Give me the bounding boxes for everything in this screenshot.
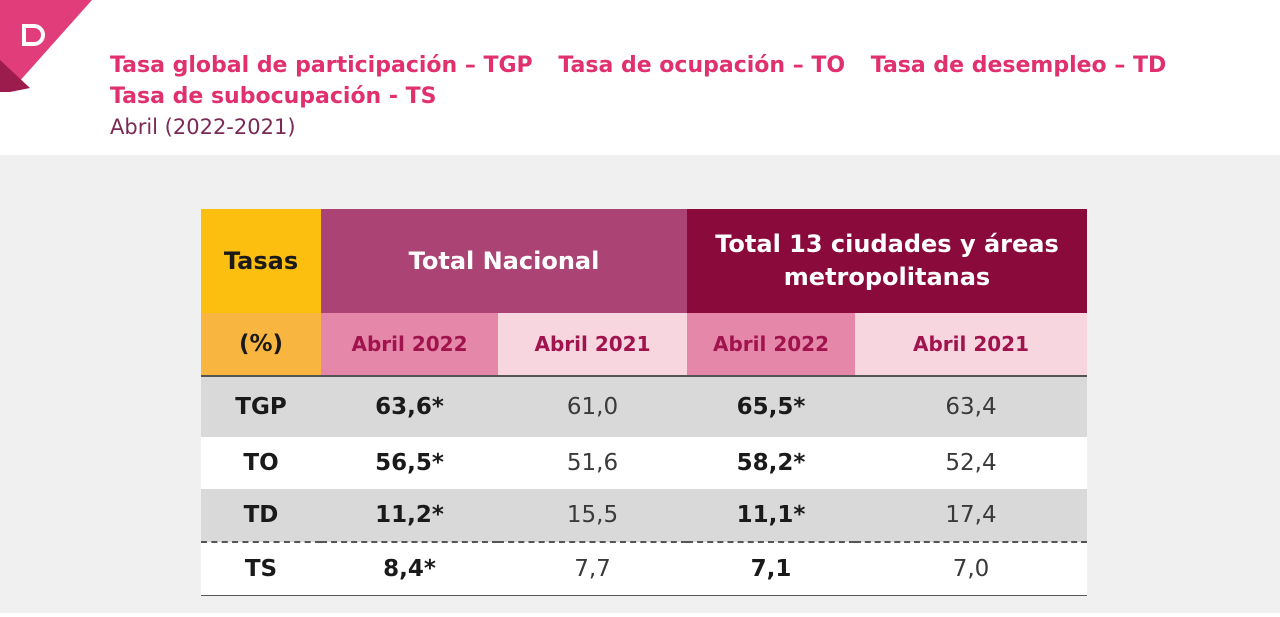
row-label: TGP (201, 375, 321, 437)
header-total-ciudades: Total 13 ciudades y áreas metropolitanas (687, 209, 1087, 313)
cell-nac-2022: 56,5* (321, 437, 498, 489)
header: Tasa global de participación – TGP Tasa … (110, 50, 1240, 142)
row-label: TO (201, 437, 321, 489)
page-subtitle: Abril (2022-2021) (110, 115, 296, 139)
title-td: Tasa de desempleo – TD (870, 53, 1167, 78)
cell-nac-2022: 63,6* (321, 375, 498, 437)
table-panel: Tasas Total Nacional Total 13 ciudades y… (0, 155, 1280, 613)
cell-nac-2022: 8,4* (321, 542, 498, 596)
rates-table: Tasas Total Nacional Total 13 ciudades y… (201, 209, 1087, 596)
table-row: TD 11,2* 15,5 11,1* 17,4 (201, 489, 1087, 543)
cell-nac-2021: 51,6 (498, 437, 687, 489)
header-tasas: Tasas (201, 209, 321, 313)
group-header-row: Tasas Total Nacional Total 13 ciudades y… (201, 209, 1087, 313)
title-line-2: Tasa de subocupación - TS (110, 81, 1240, 112)
row-label: TS (201, 542, 321, 596)
cell-ciu-2021: 63,4 (855, 375, 1087, 437)
table-row: TS 8,4* 7,7 7,1 7,0 (201, 542, 1087, 596)
header-ciu-2021: Abril 2021 (855, 313, 1087, 376)
header-total-nacional: Total Nacional (321, 209, 687, 313)
title-to: Tasa de ocupación – TO (558, 53, 846, 78)
cell-ciu-2022: 65,5* (687, 375, 855, 437)
table-row: TO 56,5* 51,6 58,2* 52,4 (201, 437, 1087, 489)
cell-ciu-2022: 11,1* (687, 489, 855, 543)
cell-ciu-2022: 7,1 (687, 542, 855, 596)
header-ciu-2022: Abril 2022 (687, 313, 855, 376)
header-nac-2022: Abril 2022 (321, 313, 498, 376)
year-header-row: (%) Abril 2022 Abril 2021 Abril 2022 Abr… (201, 313, 1087, 376)
cell-ciu-2021: 52,4 (855, 437, 1087, 489)
title-line-1: Tasa global de participación – TGP Tasa … (110, 50, 1240, 81)
header-percent: (%) (201, 313, 321, 376)
cell-ciu-2021: 17,4 (855, 489, 1087, 543)
cell-ciu-2022: 58,2* (687, 437, 855, 489)
row-label: TD (201, 489, 321, 543)
brand-logo (0, 0, 92, 92)
cell-nac-2021: 61,0 (498, 375, 687, 437)
cell-nac-2021: 15,5 (498, 489, 687, 543)
header-nac-2021: Abril 2021 (498, 313, 687, 376)
cell-nac-2021: 7,7 (498, 542, 687, 596)
title-tgp: Tasa global de participación – TGP (110, 53, 533, 78)
table-row: TGP 63,6* 61,0 65,5* 63,4 (201, 375, 1087, 437)
cell-ciu-2021: 7,0 (855, 542, 1087, 596)
cell-nac-2022: 11,2* (321, 489, 498, 543)
title-ts: Tasa de subocupación - TS (110, 84, 437, 109)
